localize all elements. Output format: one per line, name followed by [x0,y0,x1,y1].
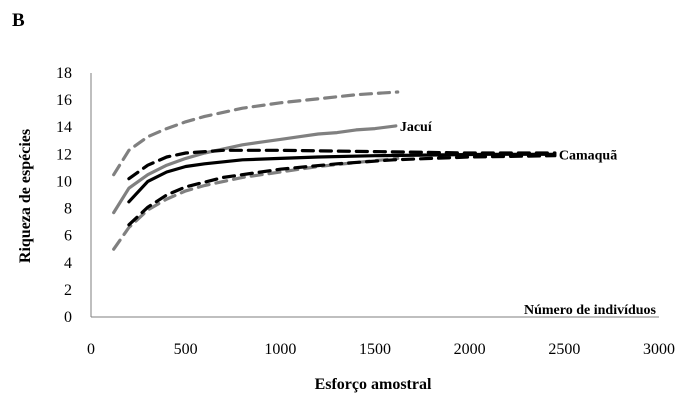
confidence-line-1 [112,90,400,177]
x-tick-label: 0 [87,341,95,358]
y-tick-label: 0 [64,309,72,326]
series-line-3 [127,152,557,204]
series-labels: Jacuí Camaquã [400,120,617,163]
y-tick-label: 6 [64,228,72,245]
series-line-0 [112,124,398,215]
annotation: Número de indivíduos [524,303,657,318]
x-tick-label: 3000 [643,341,675,358]
y-tick-label: 4 [64,255,72,272]
x-tick-label: 2000 [454,341,486,358]
series-label: Camaquã [559,148,617,163]
confidence-line-4 [127,148,557,181]
x-tick-labels: 0 500 1000 1500 2000 2500 3000 [87,341,675,358]
y-tick-label: 2 [64,282,72,299]
y-tick-label: 10 [56,173,72,190]
y-tick-label: 18 [56,65,72,82]
x-tick-label: 2500 [548,341,580,358]
series-label: Jacuí [400,120,433,135]
y-tick-label: 12 [56,146,72,163]
y-tick-label: 16 [56,92,72,109]
x-tick-label: 500 [174,341,198,358]
series-layer [112,90,557,251]
confidence-line-5 [127,154,557,227]
y-tick-label: 14 [56,119,72,136]
panel-label: B [12,10,25,31]
x-tick-label: 1000 [264,341,296,358]
x-tick-label: 1500 [359,341,391,358]
y-tick-label: 8 [64,201,72,218]
y-tick-labels: 0 2 4 6 8 10 12 14 16 18 [56,65,72,326]
x-axis-title: Esforço amostral [315,376,432,393]
y-axis-title: Riqueza de espécies [17,129,34,263]
